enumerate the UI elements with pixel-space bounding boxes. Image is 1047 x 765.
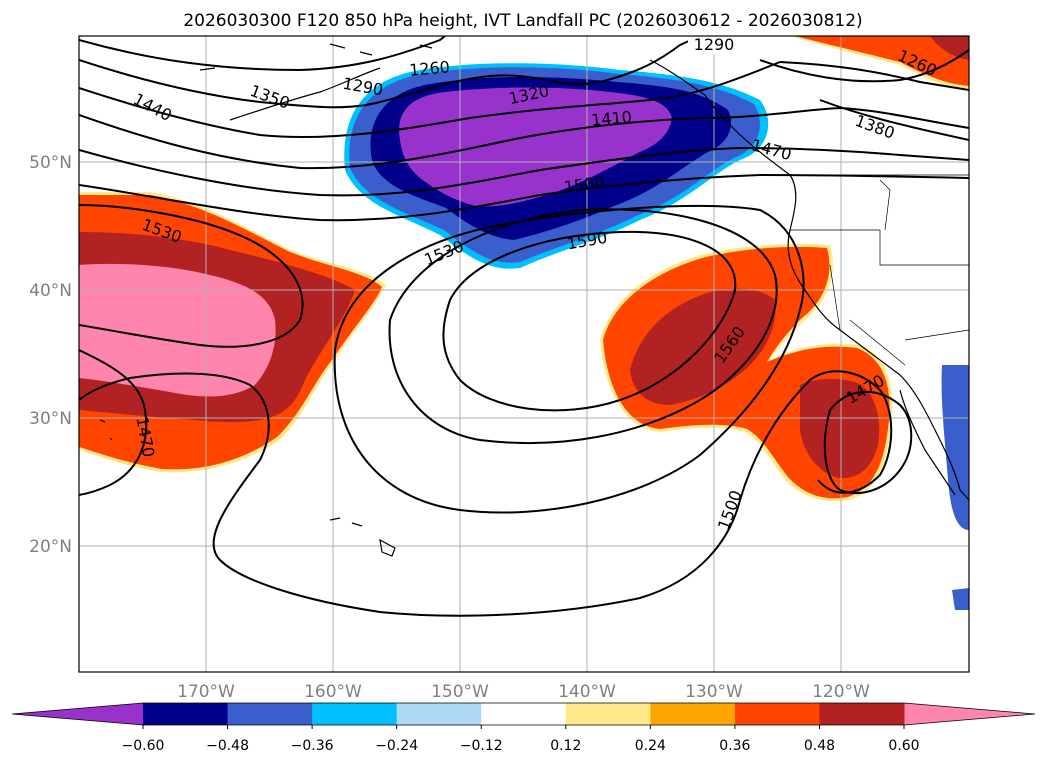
colorbar-tick-label: 0.24 [635, 738, 666, 754]
colorbar-segment [143, 703, 229, 725]
colorbar-tick-label: −0.12 [460, 738, 503, 754]
colorbar-tick-label: −0.60 [122, 738, 165, 754]
lat-label-30n: 30°N [29, 409, 72, 429]
lon-label-120w: 120°W [812, 682, 870, 702]
colorbar-extend-max [904, 703, 1035, 725]
lat-label-20n: 20°N [29, 537, 72, 557]
colorbar-tick-label: 0.60 [888, 738, 919, 754]
colorbar-tick-label: −0.24 [375, 738, 418, 754]
colorbar-tick-label: 0.36 [719, 738, 750, 754]
lon-label-130w: 130°W [685, 682, 743, 702]
map-frame [78, 35, 970, 673]
coastlines [99, 43, 969, 557]
lon-label-140w: 140°W [558, 682, 616, 702]
colorbar-extend-min [12, 703, 143, 725]
negative-anomaly-region [344, 63, 969, 610]
colorbar-segment [312, 703, 398, 725]
lat-label-50n: 50°N [29, 153, 72, 173]
contour-label: 1290 [694, 35, 735, 54]
latitude-labels: 50°N 40°N 30°N 20°N [29, 153, 72, 557]
colorbar-segment [227, 703, 313, 725]
colorbar-tick-label: −0.48 [206, 738, 249, 754]
lat-label-40n: 40°N [29, 281, 72, 301]
colorbar-segment [650, 703, 736, 725]
lon-label-150w: 150°W [431, 682, 489, 702]
colorbar-segment [481, 703, 567, 725]
longitude-labels: 170°W 160°W 150°W 140°W 130°W 120°W [177, 682, 870, 702]
map-title: 2026030300 F120 850 hPa height, IVT Land… [183, 11, 862, 31]
height-contours [79, 36, 969, 617]
positive-anomaly-region-west [79, 192, 386, 473]
lon-label-170w: 170°W [177, 682, 235, 702]
colorbar: −0.60 −0.48 −0.36 −0.24 −0.12 0.12 0.24 0.36 0.4… [11, 702, 1036, 754]
positive-anomaly-region-east [600, 243, 893, 502]
colorbar-segment [396, 703, 482, 725]
contour-label: 1260 [408, 57, 450, 79]
graticule [79, 36, 969, 672]
colorbar-segment [565, 703, 651, 725]
colorbar-segment [819, 703, 905, 725]
lon-label-160w: 160°W [304, 682, 362, 702]
colorbar-tick-label: 0.12 [550, 738, 581, 754]
colorbar-tick-label: 0.48 [804, 738, 835, 754]
contour-label: 1410 [590, 107, 632, 129]
colorbar-tick-label: −0.36 [291, 738, 334, 754]
colorbar-segment [734, 703, 820, 725]
map-area: 1290 1260 1260 1350 1290 1440 1320 1410 … [79, 35, 969, 672]
